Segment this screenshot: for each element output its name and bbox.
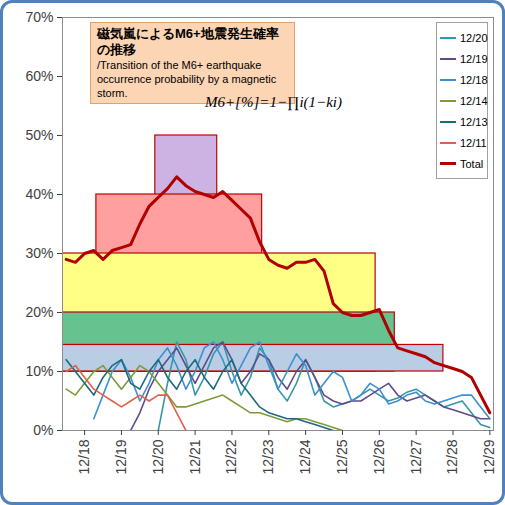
svg-text:60%: 60% xyxy=(25,68,53,84)
svg-text:12/28: 12/28 xyxy=(444,439,460,474)
html-text:12/18: 12/18 xyxy=(460,73,488,86)
html-text:12/14: 12/14 xyxy=(460,94,488,107)
html-text:/Transition of the M6+ earthqu: /Transition of the M6+ earthquake occurr… xyxy=(97,59,277,99)
svg-text:12/22: 12/22 xyxy=(223,439,239,474)
svg-text:12/18: 12/18 xyxy=(76,439,92,474)
svg-text:30%: 30% xyxy=(25,245,53,261)
html-text:磁気嵐によるM6+地震発生確率の推移: 磁気嵐によるM6+地震発生確率の推移 xyxy=(97,26,279,57)
svg-text:12/27: 12/27 xyxy=(408,439,424,474)
svg-text:12/29: 12/29 xyxy=(481,439,497,474)
html-text:12/11: 12/11 xyxy=(460,136,487,149)
svg-text:0%: 0% xyxy=(33,422,53,438)
html-text:12/20: 12/20 xyxy=(460,31,488,44)
svg-text:12/19: 12/19 xyxy=(113,439,129,474)
svg-text:40%: 40% xyxy=(25,186,53,202)
svg-text:12/25: 12/25 xyxy=(334,439,350,474)
svg-text:10%: 10% xyxy=(25,363,53,379)
svg-text:12/20: 12/20 xyxy=(150,439,166,474)
svg-text:12/26: 12/26 xyxy=(371,439,387,474)
svg-text:12/21: 12/21 xyxy=(187,439,203,474)
svg-text:12/24: 12/24 xyxy=(297,439,313,474)
svg-text:50%: 50% xyxy=(25,127,53,143)
svg-text:20%: 20% xyxy=(25,304,53,320)
svg-text:70%: 70% xyxy=(25,9,53,25)
html-text:12/13: 12/13 xyxy=(460,115,488,128)
html-text:Total: Total xyxy=(460,157,484,170)
svg-text:12/23: 12/23 xyxy=(260,439,276,474)
html-text:12/19: 12/19 xyxy=(460,52,488,65)
html-text:M6+[%]=1−∏i(1−ki): M6+[%]=1−∏i(1−ki) xyxy=(205,94,342,110)
